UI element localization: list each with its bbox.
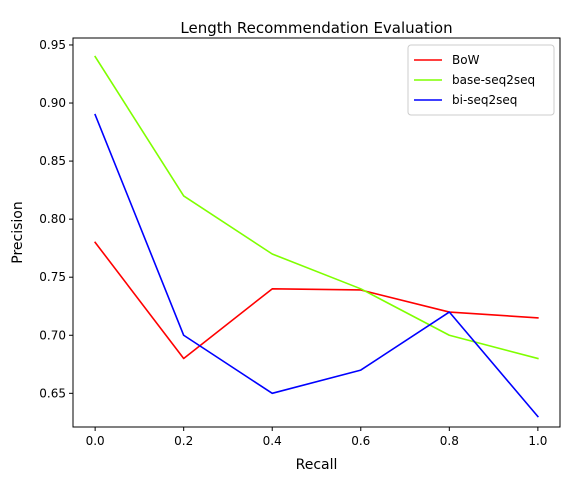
series-layer — [94, 55, 539, 418]
y-axis-label: Precision — [10, 201, 26, 263]
x-tick-label: 0.2 — [174, 434, 193, 448]
plot-frame — [72, 37, 561, 428]
y-tick-label: 0.95 — [39, 38, 66, 52]
legend-label: BoW — [452, 53, 480, 67]
y-axis-ticks: 0.65 0.70 0.75 0.80 0.85 0.90 0.95 — [39, 38, 73, 400]
x-axis-label: Recall — [296, 457, 338, 473]
legend-box — [407, 44, 555, 116]
series-line-1 — [94, 241, 539, 360]
y-tick-label: 0.70 — [39, 328, 66, 342]
x-axis-ticks: 0.0 0.2 0.4 0.6 0.8 1.0 — [86, 427, 547, 448]
chart-title: Length Recommendation Evaluation — [180, 19, 452, 37]
x-tick-label: 1.0 — [528, 434, 547, 448]
x-tick-label: 0.0 — [86, 434, 105, 448]
legend-label: bi-seq2seq — [452, 93, 517, 107]
legend: BoW base-seq2seq bi-seq2seq — [407, 44, 555, 116]
y-tick-label: 0.80 — [39, 212, 66, 226]
x-tick-label: 0.8 — [440, 434, 459, 448]
y-tick-label: 0.85 — [39, 154, 66, 168]
y-tick-label: 0.90 — [39, 96, 66, 110]
series-line-3 — [94, 113, 539, 418]
x-tick-label: 0.6 — [351, 434, 370, 448]
y-tick-label: 0.65 — [39, 386, 66, 400]
y-tick-label: 0.75 — [39, 270, 66, 284]
x-tick-label: 0.4 — [263, 434, 282, 448]
series-line-2 — [94, 55, 539, 360]
legend-label: base-seq2seq — [452, 73, 535, 87]
